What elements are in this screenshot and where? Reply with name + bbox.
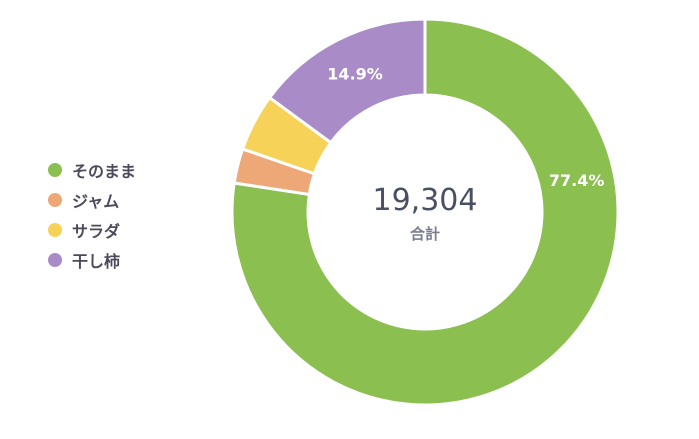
legend-label-jam: ジャム (72, 192, 120, 211)
legend: そのまま ジャム サラダ 干し柿 (48, 158, 136, 272)
legend-swatch-jam (48, 193, 62, 207)
legend-label-sonomama: そのまま (72, 162, 137, 181)
center-total: 19,304 (373, 183, 478, 218)
legend-swatch-salad (48, 223, 62, 237)
legend-item-hoshigaki: 干し柿 (48, 248, 136, 272)
slice-label-hoshigaki: 14.9% (327, 65, 383, 84)
legend-label-hoshigaki: 干し柿 (72, 252, 121, 271)
slice-label-sonomama: 77.4% (549, 171, 605, 190)
legend-item-salad: サラダ (48, 218, 136, 242)
legend-swatch-sonomama (48, 163, 62, 177)
legend-item-sonomama: そのまま (48, 158, 136, 182)
slice-hoshigaki (267, 17, 427, 145)
legend-label-salad: サラダ (72, 222, 121, 241)
slice-sonomama (230, 17, 620, 407)
center-caption: 合計 (409, 225, 440, 243)
legend-item-jam: ジャム (48, 188, 136, 212)
legend-swatch-hoshigaki (48, 253, 62, 267)
